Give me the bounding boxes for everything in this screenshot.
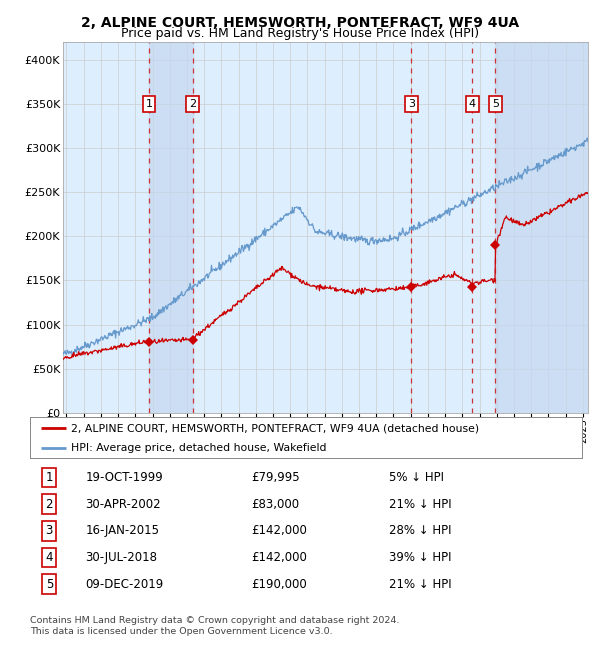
Text: 1: 1 [145,99,152,109]
Text: 19-OCT-1999: 19-OCT-1999 [85,471,163,484]
Text: 09-DEC-2019: 09-DEC-2019 [85,578,163,591]
Text: 1: 1 [46,471,53,484]
Bar [496,42,588,413]
Text: Contains HM Land Registry data © Crown copyright and database right 2024.
This d: Contains HM Land Registry data © Crown c… [30,616,400,636]
Text: 28% ↓ HPI: 28% ↓ HPI [389,525,451,538]
Text: 4: 4 [46,551,53,564]
Text: 30-JUL-2018: 30-JUL-2018 [85,551,157,564]
Text: 3: 3 [46,525,53,538]
Bar [149,42,193,413]
Text: 21% ↓ HPI: 21% ↓ HPI [389,498,451,511]
Text: 2: 2 [189,99,196,109]
Text: 2: 2 [46,498,53,511]
Text: 4: 4 [469,99,476,109]
Text: £142,000: £142,000 [251,525,307,538]
Text: 30-APR-2002: 30-APR-2002 [85,498,161,511]
Text: 5: 5 [492,99,499,109]
Text: Price paid vs. HM Land Registry's House Price Index (HPI): Price paid vs. HM Land Registry's House … [121,27,479,40]
Text: 5: 5 [46,578,53,591]
Text: 16-JAN-2015: 16-JAN-2015 [85,525,159,538]
Text: 39% ↓ HPI: 39% ↓ HPI [389,551,451,564]
Text: £79,995: £79,995 [251,471,299,484]
Text: £142,000: £142,000 [251,551,307,564]
Text: 3: 3 [408,99,415,109]
Text: 21% ↓ HPI: 21% ↓ HPI [389,578,451,591]
Text: 2, ALPINE COURT, HEMSWORTH, PONTEFRACT, WF9 4UA (detached house): 2, ALPINE COURT, HEMSWORTH, PONTEFRACT, … [71,423,479,433]
Text: 2, ALPINE COURT, HEMSWORTH, PONTEFRACT, WF9 4UA: 2, ALPINE COURT, HEMSWORTH, PONTEFRACT, … [81,16,519,30]
Text: HPI: Average price, detached house, Wakefield: HPI: Average price, detached house, Wake… [71,443,327,452]
Text: 5% ↓ HPI: 5% ↓ HPI [389,471,444,484]
Text: £190,000: £190,000 [251,578,307,591]
Text: £83,000: £83,000 [251,498,299,511]
